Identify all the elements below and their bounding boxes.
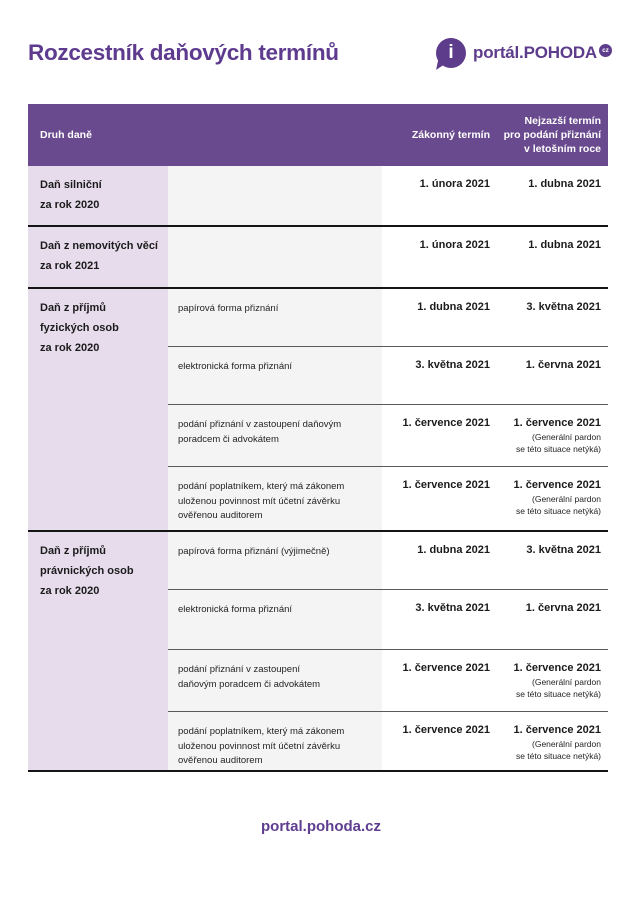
row-description: elektronická forma přiznání bbox=[168, 347, 382, 404]
cz-badge-icon: cz bbox=[599, 43, 612, 57]
header-tax-type: Druh daně bbox=[40, 129, 92, 141]
table-row: papírová forma přiznání 1. dubna 2021 3.… bbox=[168, 289, 608, 346]
table-row: podání přiznání v zastoupení daňovým por… bbox=[168, 404, 608, 466]
tax-type-label: Daň silniční za rok 2020 bbox=[28, 166, 168, 225]
legal-deadline-value: 3. května 2021 bbox=[415, 602, 490, 614]
tax-type-label: Daň z nemovitých věcí za rok 2021 bbox=[28, 227, 168, 287]
tax-type-label: Daň z příjmů fyzických osob za rok 2020 bbox=[28, 289, 168, 530]
row-description bbox=[168, 166, 382, 225]
table-row: podání poplatníkem, který má zákonem ulo… bbox=[168, 466, 608, 530]
legal-deadline-value: 3. května 2021 bbox=[415, 359, 490, 371]
table-row: elektronická forma přiznání 3. května 20… bbox=[168, 346, 608, 404]
latest-deadline-value: 1. dubna 2021 bbox=[528, 239, 601, 251]
deadline-note: (Generální pardon se této situace netýká… bbox=[515, 432, 601, 455]
row-description: papírová forma přiznání (výjimečně) bbox=[168, 532, 382, 589]
tax-type-label: Daň z příjmů právnických osob za rok 202… bbox=[28, 532, 168, 770]
legal-deadline-value: 1. února 2021 bbox=[419, 178, 490, 190]
latest-deadline-value: 1. července 2021 bbox=[513, 479, 601, 491]
latest-deadline-cell: 1. června 2021 bbox=[490, 347, 608, 404]
latest-deadline-cell: 1. dubna 2021 bbox=[490, 227, 608, 287]
section-dan-z-nemovitych-veci: Daň z nemovitých věcí za rok 2021 1. úno… bbox=[28, 225, 608, 287]
row-description: podání přiznání v zastoupení daňovým por… bbox=[168, 405, 382, 466]
latest-deadline-cell: 1. dubna 2021 bbox=[490, 166, 608, 225]
latest-deadline-value: 1. července 2021 bbox=[513, 724, 601, 736]
latest-deadline-value: 1. června 2021 bbox=[525, 359, 601, 371]
latest-deadline-value: 1. června 2021 bbox=[525, 602, 601, 614]
legal-deadline-value: 1. dubna 2021 bbox=[417, 544, 490, 556]
row-description: podání poplatníkem, který má zákonem ulo… bbox=[168, 712, 382, 770]
latest-deadline-value: 1. července 2021 bbox=[513, 417, 601, 429]
latest-deadline-value: 3. května 2021 bbox=[526, 544, 601, 556]
section-dan-silnicni: Daň silniční za rok 2020 1. února 2021 1… bbox=[28, 166, 608, 225]
logo-wordmark-upper: POHODA bbox=[523, 43, 598, 62]
deadline-note: (Generální pardon se této situace netýká… bbox=[515, 739, 601, 762]
page-title: Rozcestník daňových termínů bbox=[28, 40, 339, 65]
latest-deadline-value: 1. dubna 2021 bbox=[528, 178, 601, 190]
table-body: Daň silniční za rok 2020 1. února 2021 1… bbox=[28, 166, 608, 772]
header-latest-deadline: Nejzazší termín pro podání přiznání v le… bbox=[503, 114, 601, 156]
table-row: papírová forma přiznání (výjimečně) 1. d… bbox=[168, 532, 608, 589]
table-header-row: Druh daně Zákonný termín Nejzazší termín… bbox=[28, 104, 608, 166]
legal-deadline-value: 1. dubna 2021 bbox=[417, 301, 490, 313]
table-row: elektronická forma přiznání 3. května 20… bbox=[168, 589, 608, 649]
top-bar: Rozcestník daňových termínů i portál.POH… bbox=[0, 0, 642, 68]
logo-wordmark: portál.POHODA bbox=[473, 43, 597, 63]
row-description bbox=[168, 227, 382, 287]
deadline-note: (Generální pardon se této situace netýká… bbox=[515, 677, 601, 700]
table-row: 1. února 2021 1. dubna 2021 bbox=[168, 166, 608, 225]
section-dan-z-prijmu-fyzickych-osob: Daň z příjmů fyzických osob za rok 2020 … bbox=[28, 287, 608, 530]
latest-deadline-cell: 1. července 2021 (Generální pardon se té… bbox=[490, 650, 608, 711]
row-description: podání přiznání v zastoupení daňovým por… bbox=[168, 650, 382, 711]
row-description: podání poplatníkem, který má zákonem ulo… bbox=[168, 467, 382, 530]
legal-deadline-value: 1. července 2021 bbox=[402, 662, 490, 674]
latest-deadline-cell: 1. července 2021 (Generální pardon se té… bbox=[490, 405, 608, 466]
table-row: podání přiznání v zastoupení daňovým por… bbox=[168, 649, 608, 711]
portal-pohoda-logo: i portál.POHODA cz bbox=[436, 38, 612, 68]
table-row: podání poplatníkem, který má zákonem ulo… bbox=[168, 711, 608, 770]
info-icon-glyph: i bbox=[448, 41, 454, 63]
row-description: papírová forma přiznání bbox=[168, 289, 382, 346]
logo-wordmark-lower: portál. bbox=[473, 43, 524, 62]
tax-deadlines-table: Druh daně Zákonný termín Nejzazší termín… bbox=[28, 104, 608, 772]
legal-deadline-value: 1. července 2021 bbox=[402, 417, 490, 429]
table-row: 1. února 2021 1. dubna 2021 bbox=[168, 227, 608, 287]
latest-deadline-value: 3. května 2021 bbox=[526, 301, 601, 313]
latest-deadline-cell: 1. června 2021 bbox=[490, 590, 608, 649]
row-description: elektronická forma přiznání bbox=[168, 590, 382, 649]
legal-deadline-value: 1. července 2021 bbox=[402, 479, 490, 491]
legal-deadline-value: 1. července 2021 bbox=[402, 724, 490, 736]
latest-deadline-value: 1. července 2021 bbox=[513, 662, 601, 674]
deadline-note: (Generální pardon se této situace netýká… bbox=[515, 494, 601, 517]
latest-deadline-cell: 1. července 2021 (Generální pardon se té… bbox=[490, 467, 608, 530]
legal-deadline-value: 1. února 2021 bbox=[419, 239, 490, 251]
section-dan-z-prijmu-pravnickych-osob: Daň z příjmů právnických osob za rok 202… bbox=[28, 530, 608, 770]
latest-deadline-cell: 3. května 2021 bbox=[490, 289, 608, 346]
latest-deadline-cell: 3. května 2021 bbox=[490, 532, 608, 589]
latest-deadline-cell: 1. července 2021 (Generální pardon se té… bbox=[490, 712, 608, 770]
info-bubble-icon: i bbox=[436, 38, 467, 68]
header-legal-deadline: Zákonný termín bbox=[411, 129, 490, 141]
footer-url[interactable]: portal.pohoda.cz bbox=[261, 818, 381, 835]
